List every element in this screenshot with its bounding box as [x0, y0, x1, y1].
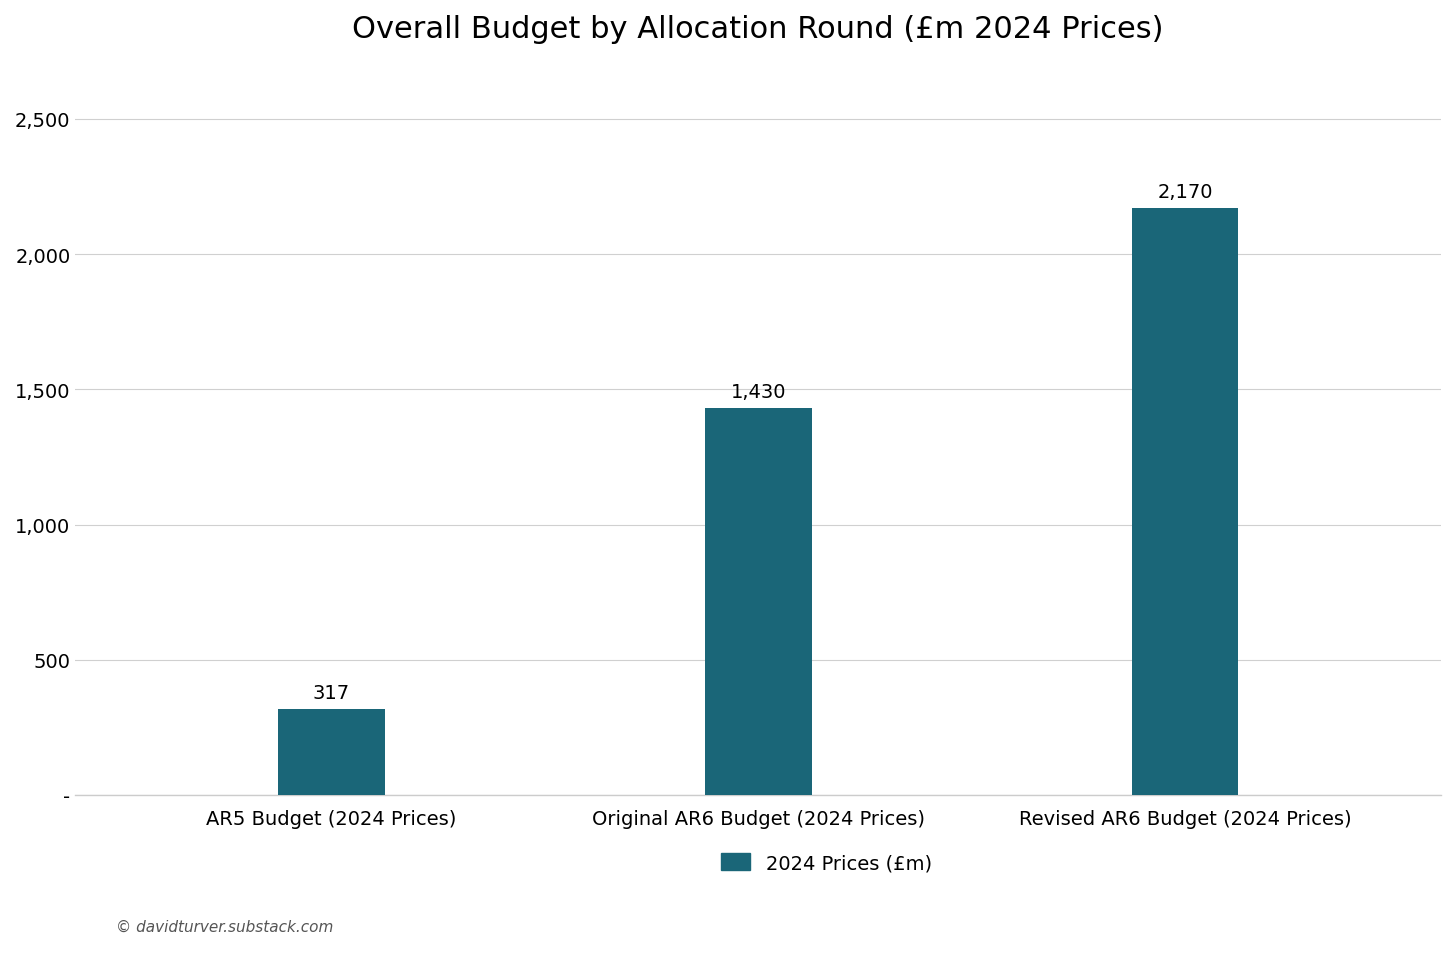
Text: 2,170: 2,170 [1158, 183, 1213, 202]
Title: Overall Budget by Allocation Round (£m 2024 Prices): Overall Budget by Allocation Round (£m 2… [352, 15, 1163, 44]
Text: 1,430: 1,430 [731, 383, 786, 402]
Bar [705, 409, 811, 795]
Legend: 2024 Prices (£m): 2024 Prices (£m) [713, 845, 939, 881]
Text: © davidturver.substack.com: © davidturver.substack.com [116, 919, 333, 934]
Bar [278, 710, 384, 795]
Text: 317: 317 [313, 683, 349, 702]
Bar [1131, 209, 1238, 795]
